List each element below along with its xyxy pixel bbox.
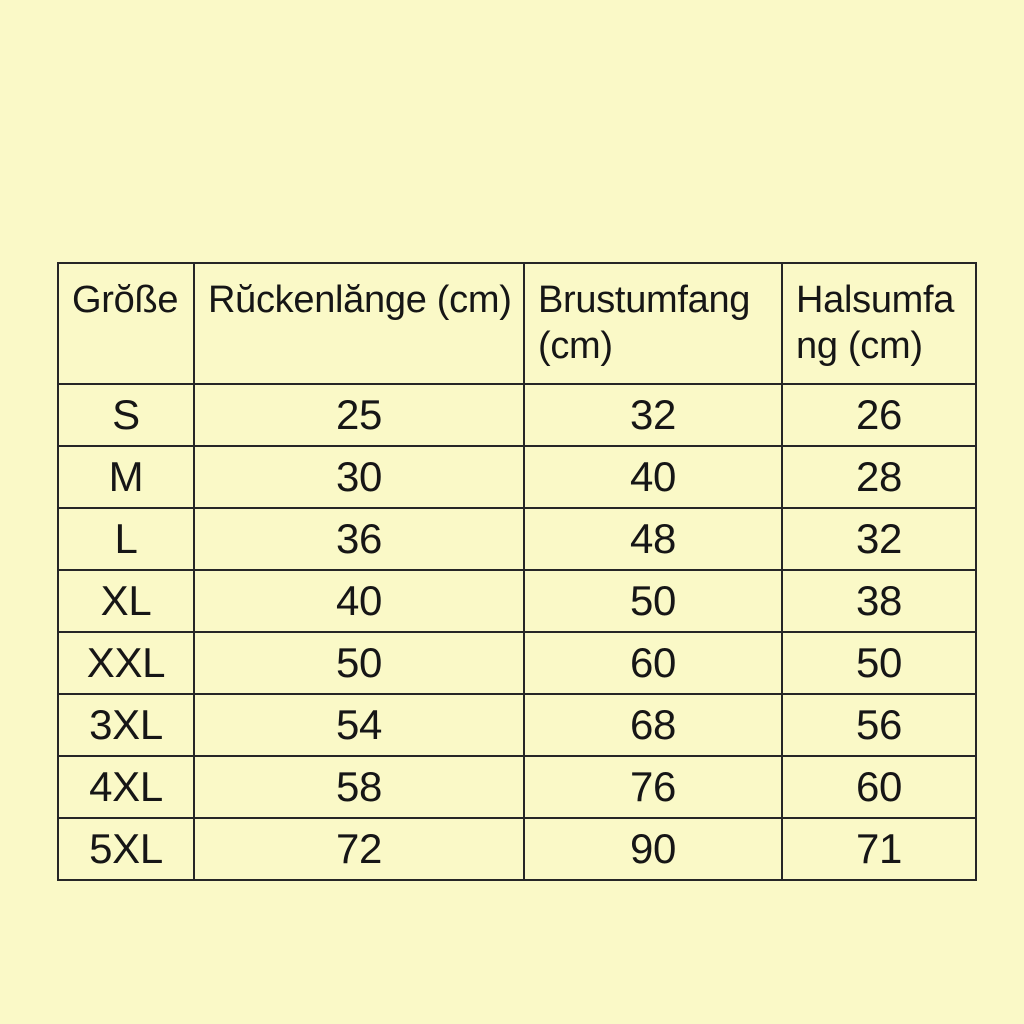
cell-chest: 50: [523, 569, 783, 633]
header-back-length-label: Rŭckenlănge (cm): [208, 279, 512, 321]
size-chart-body: S 25 32 26 M 30 40 28 L 36 48 32 XL 40 5…: [57, 383, 977, 881]
cell-chest: 48: [523, 507, 783, 571]
table-row-3xl: 3XL 54 68 56: [57, 693, 977, 757]
cell-neck: 38: [781, 569, 977, 633]
cell-size: S: [57, 383, 195, 447]
cell-neck: 60: [781, 755, 977, 819]
table-row-m: M 30 40 28: [57, 445, 977, 509]
table-row-l: L 36 48 32: [57, 507, 977, 571]
size-chart-table: Grŏße Rŭckenlănge (cm) Brustumfang (cm) …: [57, 262, 977, 881]
cell-neck: 32: [781, 507, 977, 571]
table-row-5xl: 5XL 72 90 71: [57, 817, 977, 881]
cell-back-length: 58: [193, 755, 525, 819]
cell-chest: 90: [523, 817, 783, 881]
cell-size: XXL: [57, 631, 195, 695]
cell-size: 3XL: [57, 693, 195, 757]
table-row-xxl: XXL 50 60 50: [57, 631, 977, 695]
header-size-label: Grŏße: [72, 279, 179, 321]
cell-neck: 71: [781, 817, 977, 881]
cell-size: 4XL: [57, 755, 195, 819]
table-row-xl: XL 40 50 38: [57, 569, 977, 633]
cell-chest: 76: [523, 755, 783, 819]
table-row-s: S 25 32 26: [57, 383, 977, 447]
cell-chest: 40: [523, 445, 783, 509]
cell-back-length: 50: [193, 631, 525, 695]
header-back-length: Rŭckenlănge (cm): [193, 262, 525, 385]
cell-size: M: [57, 445, 195, 509]
cell-back-length: 25: [193, 383, 525, 447]
cell-chest: 60: [523, 631, 783, 695]
cell-chest: 68: [523, 693, 783, 757]
cell-back-length: 30: [193, 445, 525, 509]
header-neck-label: Halsumfang (cm): [796, 279, 955, 368]
cell-neck: 50: [781, 631, 977, 695]
cell-size: XL: [57, 569, 195, 633]
cell-chest: 32: [523, 383, 783, 447]
cell-back-length: 72: [193, 817, 525, 881]
cell-back-length: 36: [193, 507, 525, 571]
table-row-4xl: 4XL 58 76 60: [57, 755, 977, 819]
header-chest-label: Brustumfang (cm): [538, 279, 751, 368]
header-size: Grŏße: [57, 262, 195, 385]
header-row: Grŏße Rŭckenlănge (cm) Brustumfang (cm) …: [57, 262, 977, 385]
cell-neck: 56: [781, 693, 977, 757]
cell-back-length: 40: [193, 569, 525, 633]
header-neck: Halsumfang (cm): [781, 262, 977, 385]
cell-back-length: 54: [193, 693, 525, 757]
cell-neck: 26: [781, 383, 977, 447]
cell-neck: 28: [781, 445, 977, 509]
cell-size: 5XL: [57, 817, 195, 881]
header-chest: Brustumfang (cm): [523, 262, 783, 385]
cell-size: L: [57, 507, 195, 571]
size-chart-header: Grŏße Rŭckenlănge (cm) Brustumfang (cm) …: [57, 262, 977, 385]
